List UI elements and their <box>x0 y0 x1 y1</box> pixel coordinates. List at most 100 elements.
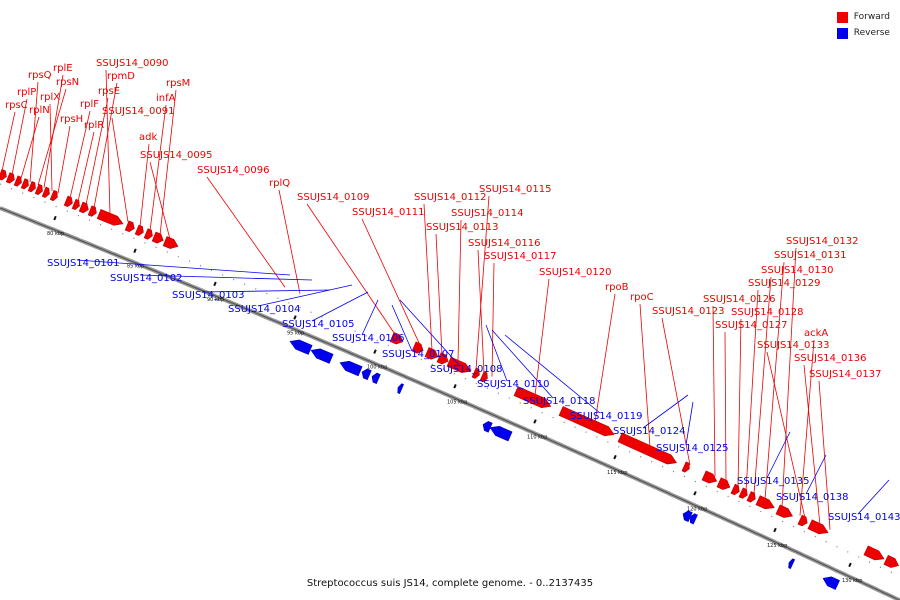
forward-gene-arrow <box>96 209 124 226</box>
reverse-leader-line <box>642 394 689 429</box>
forward-gene-arrow <box>746 491 756 503</box>
scale-tick-mark <box>293 315 297 320</box>
reverse-leader-line <box>857 479 890 515</box>
scale-tick-label: 80 kbp <box>47 231 64 237</box>
reverse-gene-label: SSUJS14_0105 <box>282 319 355 330</box>
forward-gene-arrow <box>755 495 775 510</box>
forward-gene-label: rplE <box>53 63 73 74</box>
reverse-gene-label: SSUJS14_0125 <box>656 443 729 454</box>
reverse-leader-line <box>805 454 827 495</box>
forward-leader-line <box>766 351 806 519</box>
reverse-gene-label: SSUJS14_0107 <box>382 349 455 360</box>
scale-tick-label: 95 kbp <box>287 330 304 336</box>
legend: Forward Reverse <box>836 9 890 41</box>
reverse-gene-label: SSUJS14_0108 <box>430 364 503 375</box>
forward-leader-line <box>594 293 616 423</box>
forward-gene-label: SSUJS14_0112 <box>414 192 487 203</box>
reverse-gene-label: SSUJS14_0106 <box>332 333 405 344</box>
forward-leader-line <box>491 262 495 377</box>
reverse-gene-label: SSUJS14_0103 <box>172 290 245 301</box>
scale-tick-mark <box>848 562 852 568</box>
scale-tick-mark <box>693 491 697 496</box>
scale-tick-label: 90 kbp <box>207 297 224 303</box>
forward-gene-label: rpmD <box>107 71 135 82</box>
forward-leader-line <box>475 195 490 370</box>
forward-gene-label: rpsC <box>5 100 28 111</box>
reverse-leader-line <box>485 324 508 382</box>
forward-leader-line <box>435 233 443 355</box>
forward-gene-label: SSUJS14_0126 <box>703 294 776 305</box>
forward-leader-line <box>724 331 727 482</box>
scale-tick-label: 120 kbp <box>687 506 707 512</box>
forward-gene-label: SSUJS14_0132 <box>786 236 859 247</box>
forward-gene-label: infA <box>156 93 176 104</box>
forward-leader-line <box>149 161 171 240</box>
forward-gene-arrow <box>134 224 144 236</box>
reverse-gene-label: SSUJS14_0143 <box>828 512 900 523</box>
forward-leader-line <box>111 117 129 222</box>
forward-gene-label: SSUJS14_0123 <box>652 306 725 317</box>
reverse-leader-line <box>139 274 313 281</box>
forward-gene-label: SSUJS14_0129 <box>748 278 821 289</box>
forward-leader-line <box>745 289 759 491</box>
forward-leader-line <box>737 318 742 487</box>
forward-gene-label: rplN <box>29 105 50 116</box>
forward-gene-arrow <box>701 470 718 484</box>
forward-gene-arrow <box>424 347 439 360</box>
reverse-gene-arrow <box>682 510 693 523</box>
forward-gene-label: SSUJS14_0117 <box>484 251 557 262</box>
forward-gene-label: SSUJS14_0095 <box>140 150 213 161</box>
forward-gene-label: rpsN <box>56 77 79 88</box>
forward-gene-arrow <box>558 406 615 437</box>
forward-gene-arrow <box>479 371 488 383</box>
forward-leader-line <box>639 303 651 447</box>
legend-reverse-label: Reverse <box>853 28 890 38</box>
reverse-leader-line <box>201 289 331 293</box>
forward-gene-label: rplX <box>40 92 60 103</box>
forward-gene-arrow <box>49 189 58 202</box>
reverse-gene-arrow <box>489 425 513 442</box>
forward-gene-arrow <box>471 367 480 379</box>
scale-tick-mark <box>213 281 217 287</box>
forward-gene-label: rplR <box>84 120 104 131</box>
forward-leader-line <box>49 103 53 191</box>
forward-gene-arrow <box>20 178 29 190</box>
forward-gene-arrow <box>124 220 135 233</box>
reverse-gene-arrow <box>822 576 840 590</box>
reverse-gene-label: SSUJS14_0102 <box>110 273 183 284</box>
forward-leader-line <box>93 82 118 209</box>
forward-gene-arrow <box>681 461 690 473</box>
forward-gene-label: rpoC <box>630 292 654 303</box>
reverse-leader-line <box>399 299 461 367</box>
reverse-gene-arrow <box>310 348 334 364</box>
forward-gene-arrow <box>389 332 404 345</box>
forward-leader-line <box>105 69 111 215</box>
reverse-leader-line <box>491 329 554 399</box>
forward-gene-arrow <box>5 172 15 184</box>
forward-leader-line <box>29 81 39 183</box>
forward-gene-arrow <box>41 186 50 198</box>
reverse-gene-label: SSUJS14_0104 <box>228 304 301 315</box>
forward-gene-label: SSUJS14_0130 <box>761 265 834 276</box>
forward-gene-label: SSUJS14_0137 <box>809 369 882 380</box>
forward-gene-arrow <box>436 352 449 365</box>
forward-leader-line <box>799 339 815 516</box>
ruler-dotted-line <box>0 183 900 577</box>
forward-leader-line <box>423 203 433 351</box>
forward-leader-line <box>206 176 286 288</box>
reverse-leader-line <box>391 304 413 352</box>
reverse-gene-label: SSUJS14_0138 <box>776 492 849 503</box>
forward-gene-arrow <box>775 504 793 518</box>
forward-gene-arrow <box>797 514 808 527</box>
forward-gene-arrow <box>617 432 677 465</box>
legend-reverse: Reverse <box>836 25 890 41</box>
reverse-leader-line <box>685 401 694 446</box>
reverse-leader-line <box>257 284 353 307</box>
forward-swatch <box>836 11 848 23</box>
scale-tick-label: 125 kbp <box>767 543 787 549</box>
reverse-gene-arrow <box>339 360 363 377</box>
scale-tick-mark <box>373 349 377 354</box>
forward-gene-label: SSUJS14_0114 <box>451 208 524 219</box>
forward-leader-line <box>37 88 67 186</box>
